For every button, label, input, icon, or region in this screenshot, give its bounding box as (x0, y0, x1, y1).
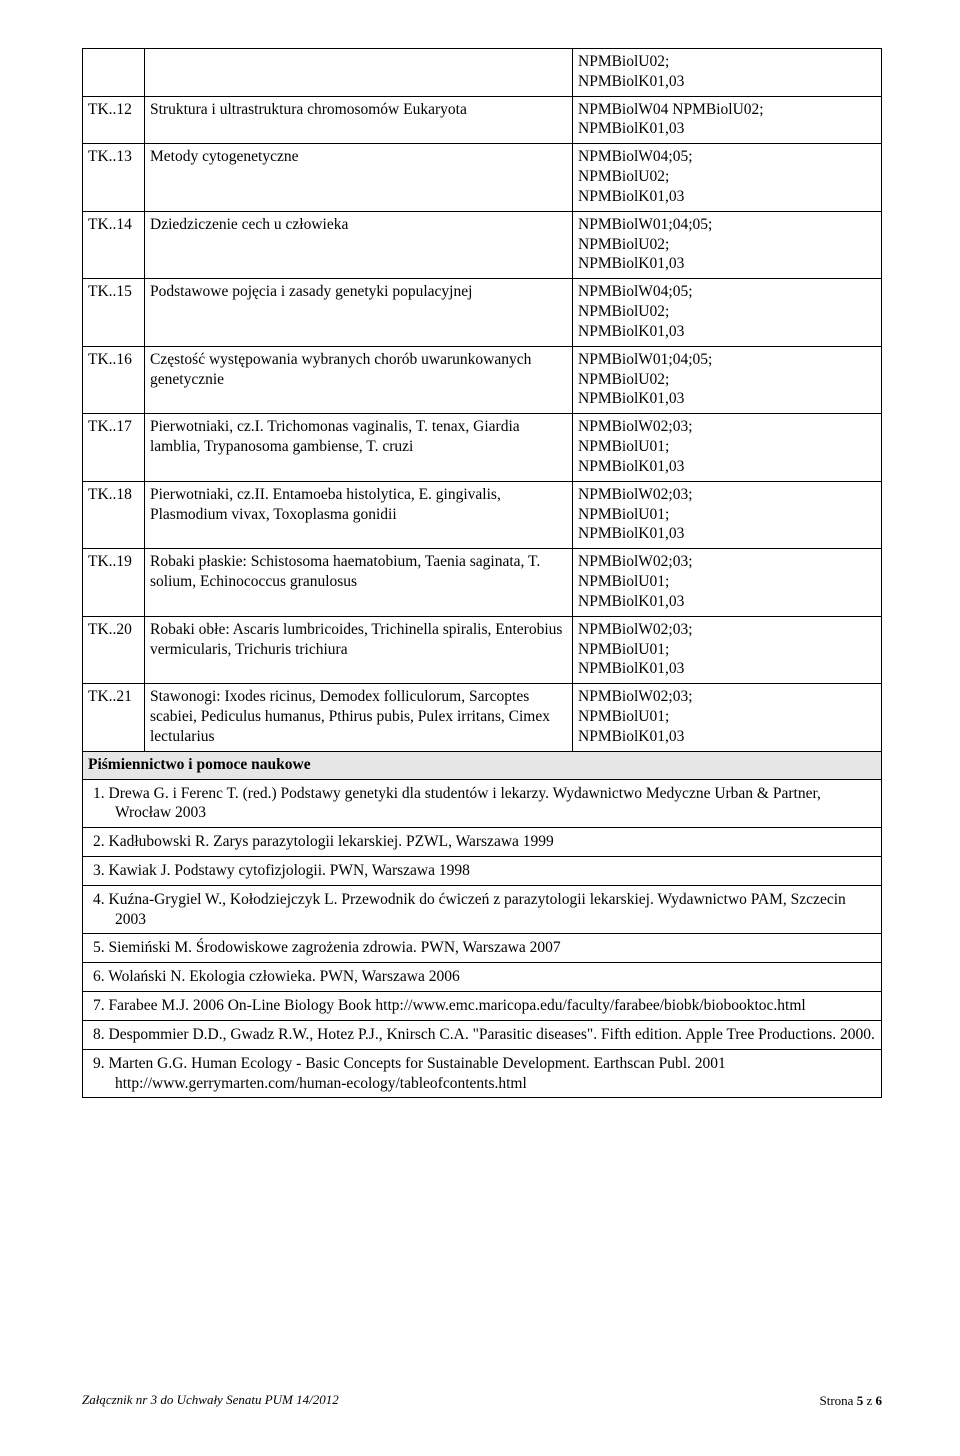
row-topic: Dziedziczenie cech u człowieka (145, 211, 573, 278)
row-ref: NPMBiolW02;03; NPMBiolU01; NPMBiolK01,03 (573, 684, 882, 751)
table-row: NPMBiolU02; NPMBiolK01,03 (83, 49, 882, 97)
bibliography-item: 5. Siemiński M. Środowiskowe zagrożenia … (83, 934, 882, 963)
table-row: TK..15Podstawowe pojęcia i zasady genety… (83, 279, 882, 346)
row-ref: NPMBiolW04;05; NPMBiolU02; NPMBiolK01,03 (573, 279, 882, 346)
row-id: TK..17 (83, 414, 145, 481)
table-row: TK..16Częstość występowania wybranych ch… (83, 346, 882, 413)
row-id: TK..16 (83, 346, 145, 413)
bibliography-item: 7. Farabee M.J. 2006 On-Line Biology Boo… (83, 992, 882, 1021)
row-ref: NPMBiolW01;04;05; NPMBiolU02; NPMBiolK01… (573, 211, 882, 278)
table-row: TK..21Stawonogi: Ixodes ricinus, Demodex… (83, 684, 882, 751)
row-id: TK..15 (83, 279, 145, 346)
row-topic: Robaki obłe: Ascaris lumbricoides, Trich… (145, 616, 573, 683)
row-ref: NPMBiolW02;03; NPMBiolU01; NPMBiolK01,03 (573, 616, 882, 683)
bibliography-item: 3. Kawiak J. Podstawy cytofizjologii. PW… (83, 856, 882, 885)
footer-attachment-note: Załącznik nr 3 do Uchwały Senatu PUM 14/… (82, 1392, 339, 1407)
page-footer: Załącznik nr 3 do Uchwały Senatu PUM 14/… (82, 1390, 882, 1410)
row-topic: Metody cytogenetyczne (145, 144, 573, 211)
footer-page-number: Strona 5 z 6 (820, 1393, 882, 1410)
row-ref: NPMBiolW02;03; NPMBiolU01; NPMBiolK01,03 (573, 549, 882, 616)
row-id: TK..21 (83, 684, 145, 751)
row-topic: Struktura i ultrastruktura chromosomów E… (145, 96, 573, 144)
row-topic: Pierwotniaki, cz.I. Trichomonas vaginali… (145, 414, 573, 481)
bibliography-item: 4. Kuźna-Grygiel W., Kołodziejczyk L. Pr… (83, 885, 882, 934)
table-row: TK..20Robaki obłe: Ascaris lumbricoides,… (83, 616, 882, 683)
row-ref: NPMBiolW04 NPMBiolU02; NPMBiolK01,03 (573, 96, 882, 144)
row-topic: Pierwotniaki, cz.II. Entamoeba histolyti… (145, 481, 573, 548)
bibliography-item: 6. Wolański N. Ekologia człowieka. PWN, … (83, 963, 882, 992)
row-ref: NPMBiolU02; NPMBiolK01,03 (573, 49, 882, 97)
row-id: TK..13 (83, 144, 145, 211)
row-id (83, 49, 145, 97)
bibliography-item: 1. Drewa G. i Ferenc T. (red.) Podstawy … (83, 779, 882, 828)
row-ref: NPMBiolW02;03; NPMBiolU01; NPMBiolK01,03 (573, 481, 882, 548)
table-row: TK..18Pierwotniaki, cz.II. Entamoeba his… (83, 481, 882, 548)
bibliography-item: 9. Marten G.G. Human Ecology - Basic Con… (83, 1049, 882, 1098)
row-id: TK..20 (83, 616, 145, 683)
bibliography-item: 2. Kadłubowski R. Zarys parazytologii le… (83, 828, 882, 857)
row-ref: NPMBiolW02;03; NPMBiolU01; NPMBiolK01,03 (573, 414, 882, 481)
row-topic (145, 49, 573, 97)
table-row: TK..14Dziedziczenie cech u człowiekaNPMB… (83, 211, 882, 278)
row-id: TK..12 (83, 96, 145, 144)
bibliography-item: 8. Despommier D.D., Gwadz R.W., Hotez P.… (83, 1020, 882, 1049)
row-ref: NPMBiolW04;05; NPMBiolU02; NPMBiolK01,03 (573, 144, 882, 211)
row-id: TK..19 (83, 549, 145, 616)
table-row: TK..13Metody cytogenetyczneNPMBiolW04;05… (83, 144, 882, 211)
table-row: TK..12Struktura i ultrastruktura chromos… (83, 96, 882, 144)
bibliography-header: Piśmiennictwo i pomoce naukowe (83, 751, 882, 779)
row-id: TK..18 (83, 481, 145, 548)
table-row: TK..19Robaki płaskie: Schistosoma haemat… (83, 549, 882, 616)
row-topic: Robaki płaskie: Schistosoma haematobium,… (145, 549, 573, 616)
table-row: TK..17Pierwotniaki, cz.I. Trichomonas va… (83, 414, 882, 481)
row-ref: NPMBiolW01;04;05; NPMBiolU02; NPMBiolK01… (573, 346, 882, 413)
row-topic: Częstość występowania wybranych chorób u… (145, 346, 573, 413)
content-table: NPMBiolU02; NPMBiolK01,03TK..12Struktura… (82, 48, 882, 1098)
row-topic: Stawonogi: Ixodes ricinus, Demodex folli… (145, 684, 573, 751)
row-id: TK..14 (83, 211, 145, 278)
row-topic: Podstawowe pojęcia i zasady genetyki pop… (145, 279, 573, 346)
